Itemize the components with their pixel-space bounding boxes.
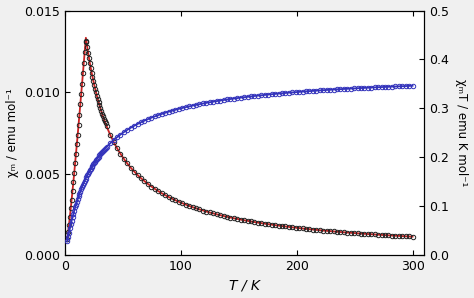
Y-axis label: χₘT / emu K mol⁻¹: χₘT / emu K mol⁻¹ [456,79,468,187]
Y-axis label: χₘ / emu mol⁻¹: χₘ / emu mol⁻¹ [6,89,18,177]
X-axis label: T / K: T / K [229,278,260,292]
